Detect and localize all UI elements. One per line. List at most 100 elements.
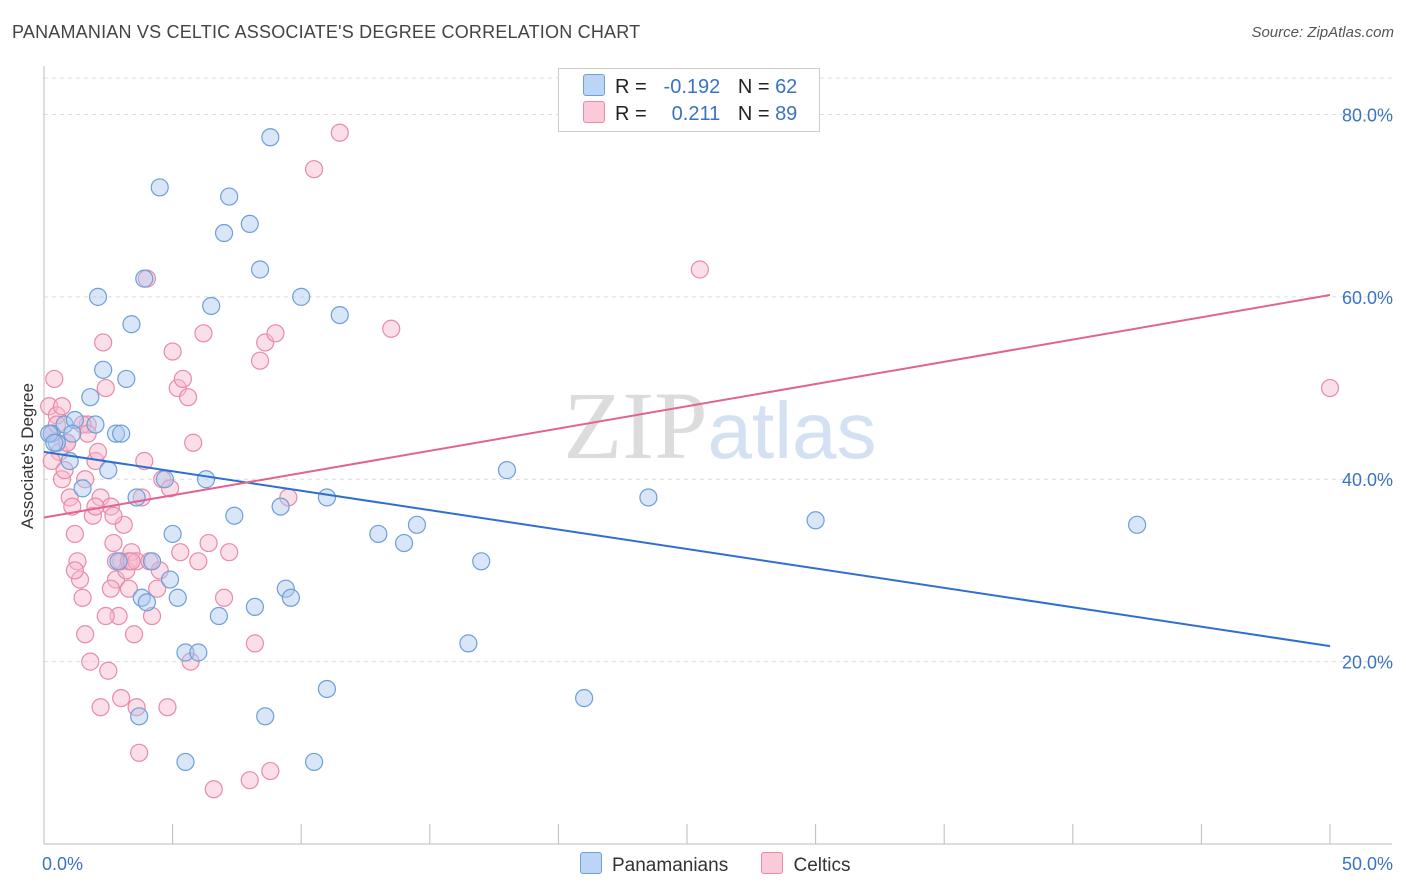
panamanians-point [497,461,517,480]
celtics-point [78,424,97,443]
panamanians-point [106,424,126,443]
panamanians-point [330,305,349,325]
panamanians-point [220,187,239,206]
celtics-point [150,561,169,580]
panamanians-point [63,424,82,443]
stats-legend: R = -0.192 N = 62 R = 0.211 N = 89 [558,68,820,132]
panamanians-point [94,360,113,379]
celtics-point [47,406,66,425]
legend-r-label: R = [615,103,647,125]
celtics-point [304,160,324,179]
legend-n-value: 89 [775,103,798,125]
celtics-point [122,552,141,571]
panamanians-point [176,752,195,772]
celtics-point [160,479,180,498]
celtics-point [163,342,182,361]
celtics-point [124,625,144,644]
celtics-point [173,369,192,389]
celtics-point [158,698,177,717]
panamanians-point [196,470,216,489]
celtics-point [96,378,115,398]
celtics-trend-line [43,294,1331,519]
celtics-point [250,351,270,370]
celtics-point [104,506,123,525]
panamanians-point [81,388,100,407]
legend-r-value: 0.211 [671,103,721,125]
celtics-point [690,260,709,279]
celtics-point [1320,378,1340,398]
celtics-point [70,570,90,589]
panamanians-point [317,488,337,507]
y-tick-label: 20.0% [1342,653,1393,673]
panamanians-point [292,287,311,306]
legend-n-value: 62 [775,76,798,98]
celtics-point [261,761,280,781]
source-label: Source: ZipAtlas.com [1251,24,1394,41]
watermark-zip: ZIP [564,372,708,479]
legend-n-label: N = [737,76,770,98]
panamanians-point [137,593,156,612]
celtics-point [91,488,110,507]
legend-swatch-blue [583,74,605,96]
celtics-point [204,780,223,799]
celtics-point [184,433,203,452]
watermark: ZIPatlas [564,372,877,479]
legend-row-celtics: R = 0.211 N = 89 [583,101,797,127]
panamanians-point [86,415,105,434]
panamanians-point [112,424,131,443]
panamanians-point [202,296,221,316]
celtics-point [42,451,61,471]
panamanians-point [806,511,825,530]
legend-swatch-blue [580,852,602,874]
celtics-point [52,397,72,416]
celtics-point [168,378,187,398]
panamanians-point [209,606,228,626]
panamanians-points [40,128,1147,772]
panamanians-point [168,588,187,607]
legend-r-value: -0.192 [663,76,721,98]
celtics-point [171,543,190,562]
panamanians-point [214,223,234,243]
panamanians-point [88,287,108,306]
celtics-point [127,552,146,571]
panamanians-point [394,533,414,553]
celtics-point [81,652,100,671]
celtics-point [178,388,198,407]
panamanians-point [109,552,128,571]
celtics-point [382,319,401,338]
celtics-point [40,397,59,416]
panamanians-point [240,214,259,234]
panamanians-point [122,315,141,334]
trend-lines [43,294,1331,648]
celtics-point [199,533,218,553]
panamanians-point [245,597,265,617]
panamanians-point [250,260,270,279]
celtics-point [65,524,84,544]
celtics-point [65,561,84,580]
celtics-point [148,579,167,598]
celtics-point [266,324,285,343]
celtics-point [109,606,128,626]
celtics-point [181,652,200,671]
panamanians-point [369,524,388,544]
panamanians-point [130,707,149,726]
x-tick-label: 0.0% [42,854,83,874]
celtics-point [240,771,259,790]
panamanians-point [45,433,64,452]
legend-item-celtics: Celtics [761,852,851,877]
panamanians-point [163,524,182,544]
panamanians-point [40,424,59,443]
panamanians-point [281,588,301,607]
panamanians-point [160,570,180,589]
panamanians-point [150,178,169,197]
celtics-point [112,688,131,708]
panamanians-point [472,552,491,571]
celtics-point [76,625,95,644]
celtics-point [106,570,126,589]
legend-item-panamanians: Panamanians [580,852,728,877]
legend-swatch-pink [761,852,784,874]
grid-lines [44,77,1392,663]
panamanians-point [189,643,208,662]
panamanians-point [73,479,92,498]
x-tick-label: 50.0% [1342,854,1393,874]
